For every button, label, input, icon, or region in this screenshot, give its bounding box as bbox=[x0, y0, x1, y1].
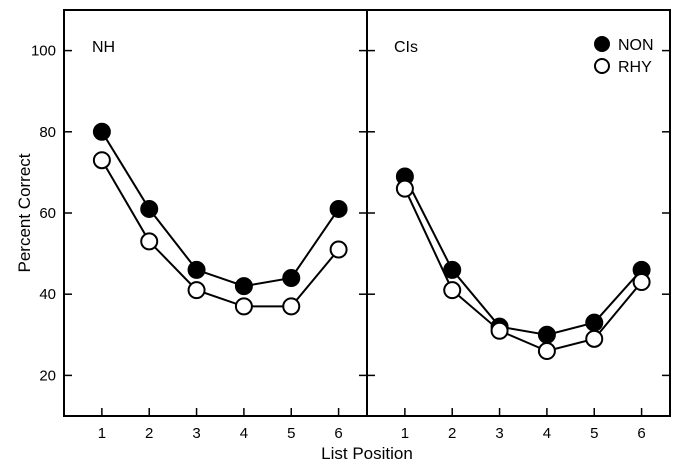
data-point-non bbox=[187, 260, 206, 279]
legend: NON RHY bbox=[594, 36, 654, 76]
data-point-non bbox=[140, 199, 159, 218]
data-point-rhy bbox=[282, 297, 301, 316]
series-line-non bbox=[101, 131, 340, 288]
x-tick-label: 4 bbox=[240, 425, 248, 442]
data-point-non bbox=[443, 260, 462, 279]
series-line-non bbox=[404, 176, 643, 336]
data-point-non bbox=[92, 122, 111, 141]
x-axis-title: List Position bbox=[321, 444, 413, 463]
x-tick-label: 1 bbox=[401, 425, 409, 442]
data-point-rhy bbox=[443, 281, 462, 300]
y-axis-title: Percent Correct bbox=[15, 153, 34, 272]
y-tick-label: 20 bbox=[39, 367, 56, 384]
legend-marker-non bbox=[594, 36, 610, 52]
data-point-rhy bbox=[537, 342, 556, 361]
data-point-rhy bbox=[632, 273, 651, 292]
y-tick-label: 80 bbox=[39, 124, 56, 141]
y-tick-label: 40 bbox=[39, 286, 56, 303]
x-tick-label: 5 bbox=[287, 425, 295, 442]
data-point-rhy bbox=[92, 151, 111, 170]
panel-frame-nh bbox=[63, 9, 368, 417]
data-point-rhy bbox=[490, 321, 509, 340]
x-tick-label: 2 bbox=[448, 425, 456, 442]
y-tick-label: 60 bbox=[39, 205, 56, 222]
x-tick-label: 2 bbox=[145, 425, 153, 442]
series-line-rhy bbox=[101, 159, 340, 308]
x-tick-label: 4 bbox=[543, 425, 551, 442]
data-point-non bbox=[234, 277, 253, 296]
data-point-non bbox=[585, 313, 604, 332]
legend-label-rhy: RHY bbox=[618, 59, 652, 76]
data-point-rhy bbox=[395, 179, 414, 198]
data-point-non bbox=[537, 325, 556, 344]
data-point-non bbox=[329, 199, 348, 218]
panel-label-cis: CIs bbox=[394, 39, 418, 56]
data-point-non bbox=[282, 268, 301, 287]
data-point-rhy bbox=[234, 297, 253, 316]
data-point-rhy bbox=[140, 232, 159, 251]
x-tick-label: 6 bbox=[637, 425, 645, 442]
x-tick-label: 3 bbox=[495, 425, 503, 442]
x-tick-label: 3 bbox=[192, 425, 200, 442]
panel-label-nh: NH bbox=[92, 39, 115, 56]
chart-marks: 1 2 3 4 5 6 20 40 60 80 100 1 2 3 4 5 6 bbox=[31, 43, 670, 442]
data-point-rhy bbox=[329, 240, 348, 259]
data-point-rhy bbox=[585, 329, 604, 348]
x-tick-label: 6 bbox=[334, 425, 342, 442]
series-line-rhy bbox=[403, 188, 643, 353]
y-tick-label: 100 bbox=[31, 43, 56, 60]
x-tick-label: 1 bbox=[98, 425, 106, 442]
legend-marker-rhy bbox=[594, 58, 610, 74]
x-tick-label: 5 bbox=[590, 425, 598, 442]
legend-label-non: NON bbox=[618, 37, 654, 54]
data-point-rhy bbox=[187, 281, 206, 300]
